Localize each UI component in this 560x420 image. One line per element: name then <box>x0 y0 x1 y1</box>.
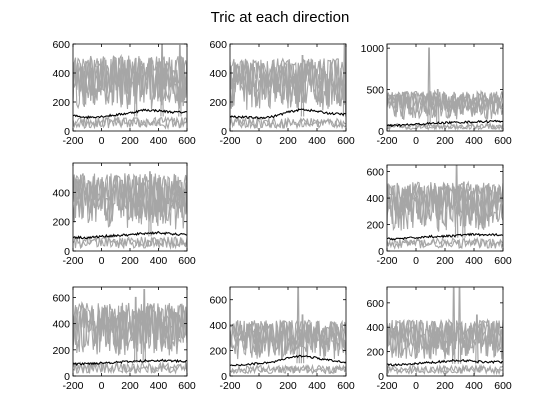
plot-area <box>73 290 187 374</box>
y-tick-label: 0 <box>64 126 70 138</box>
x-tick-label: 0 <box>413 135 419 147</box>
y-tick-label: 600 <box>209 295 227 307</box>
mean-trace <box>230 109 346 119</box>
x-tick-label: 600 <box>494 255 512 267</box>
y-tick-label: 200 <box>366 220 384 232</box>
plot-area <box>73 44 187 128</box>
x-tick-label: 0 <box>99 255 105 267</box>
y-tick-label: 400 <box>209 68 227 80</box>
x-tick-label: 200 <box>121 255 139 267</box>
y-tick-label: 500 <box>366 85 384 97</box>
x-tick-label: 400 <box>465 135 483 147</box>
x-tick-label: 0 <box>256 135 262 147</box>
x-tick-label: 600 <box>178 135 196 147</box>
x-tick-label: 0 <box>413 255 419 267</box>
mean-trace <box>73 232 187 239</box>
x-tick-label: 200 <box>279 380 297 392</box>
y-tick-label: 200 <box>366 347 384 359</box>
y-tick-label: 400 <box>52 187 70 199</box>
subplot-6: -200 0 200 400 6000200400600 <box>52 287 195 392</box>
y-tick-label: 0 <box>221 126 227 138</box>
y-tick-label: 200 <box>209 97 227 109</box>
y-tick-label: 600 <box>52 292 70 304</box>
y-tick-label: 0 <box>378 371 384 383</box>
trial-spike <box>476 315 478 364</box>
y-tick-label: 1000 <box>361 43 385 55</box>
x-tick-label: 200 <box>436 135 454 147</box>
y-tick-label: 200 <box>209 346 227 358</box>
y-tick-label: 400 <box>52 68 70 80</box>
y-tick-label: 0 <box>221 371 227 383</box>
x-tick-label: 0 <box>256 380 262 392</box>
plot-area <box>230 45 346 128</box>
x-tick-label: 200 <box>436 255 454 267</box>
y-tick-label: 200 <box>52 217 70 229</box>
x-tick-label: 0 <box>99 135 105 147</box>
x-tick-label: 0 <box>99 380 105 392</box>
x-tick-label: 600 <box>178 255 196 267</box>
y-tick-label: 400 <box>209 320 227 332</box>
y-tick-label: 200 <box>52 97 70 109</box>
x-tick-label: 600 <box>337 380 355 392</box>
y-tick-label: 600 <box>366 298 384 310</box>
y-tick-label: 0 <box>378 246 384 258</box>
y-tick-label: 600 <box>52 39 70 51</box>
y-tick-label: 0 <box>64 246 70 258</box>
x-tick-label: 200 <box>436 380 454 392</box>
y-tick-label: 600 <box>366 167 384 179</box>
y-tick-label: 0 <box>64 371 70 383</box>
plot-area <box>387 288 503 373</box>
x-tick-label: 600 <box>494 135 512 147</box>
x-tick-label: 400 <box>150 135 168 147</box>
x-tick-label: 400 <box>465 255 483 267</box>
plot-area <box>387 165 503 248</box>
x-tick-label: 0 <box>413 380 419 392</box>
mean-trace <box>73 109 187 118</box>
x-tick-label: 400 <box>308 135 326 147</box>
x-tick-label: 400 <box>465 380 483 392</box>
y-tick-label: 600 <box>209 39 227 51</box>
x-tick-label: 200 <box>121 135 139 147</box>
x-tick-label: 200 <box>279 135 297 147</box>
mean-trace <box>230 355 346 365</box>
y-tick-label: 200 <box>52 345 70 357</box>
x-tick-label: 200 <box>121 380 139 392</box>
plot-area <box>230 287 346 373</box>
x-tick-label: 600 <box>494 380 512 392</box>
y-tick-label: 0 <box>378 126 384 138</box>
y-tick-label: 400 <box>52 319 70 331</box>
y-tick-label: 400 <box>366 193 384 205</box>
x-tick-label: 600 <box>178 380 196 392</box>
x-tick-label: 400 <box>308 380 326 392</box>
plot-area <box>387 48 503 129</box>
x-tick-label: 400 <box>150 380 168 392</box>
y-tick-label: 400 <box>366 322 384 334</box>
x-tick-label: 600 <box>337 135 355 147</box>
mean-trace <box>73 359 187 365</box>
plot-area <box>73 172 187 248</box>
x-tick-label: 400 <box>150 255 168 267</box>
mean-trace <box>387 360 503 366</box>
